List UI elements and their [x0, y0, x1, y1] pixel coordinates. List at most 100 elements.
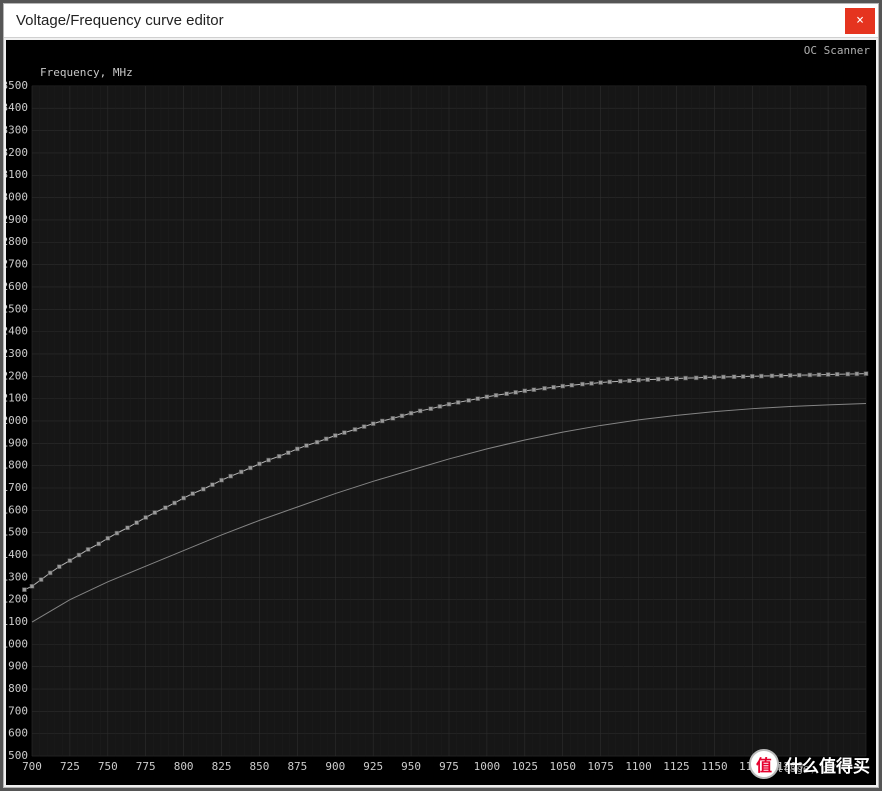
curve-point[interactable]: [855, 372, 859, 376]
curve-point[interactable]: [505, 392, 509, 396]
curve-point[interactable]: [163, 506, 167, 510]
curve-point[interactable]: [22, 588, 26, 592]
curve-point[interactable]: [400, 414, 404, 418]
curve-point[interactable]: [57, 565, 61, 569]
curve-point[interactable]: [304, 444, 308, 448]
curve-point[interactable]: [750, 374, 754, 378]
curve-point[interactable]: [826, 373, 830, 377]
curve-point[interactable]: [229, 474, 233, 478]
y-tick-label: 1300: [6, 570, 28, 583]
curve-point[interactable]: [86, 547, 90, 551]
curve-point[interactable]: [580, 382, 584, 386]
curve-point[interactable]: [514, 390, 518, 394]
curve-point[interactable]: [665, 377, 669, 381]
curve-point[interactable]: [835, 372, 839, 376]
vf-curve-chart[interactable]: 5006007008009001000110012001300140015001…: [6, 40, 876, 785]
x-tick-label: 900: [325, 760, 345, 773]
curve-point[interactable]: [182, 496, 186, 500]
titlebar[interactable]: Voltage/Frequency curve editor ×: [4, 4, 878, 38]
curve-point[interactable]: [257, 462, 261, 466]
curve-point[interactable]: [324, 437, 328, 441]
curve-point[interactable]: [721, 375, 725, 379]
curve-point[interactable]: [115, 531, 119, 535]
curve-point[interactable]: [759, 374, 763, 378]
curve-point[interactable]: [362, 425, 366, 429]
curve-point[interactable]: [741, 375, 745, 379]
close-button[interactable]: ×: [845, 8, 875, 34]
curve-point[interactable]: [97, 542, 101, 546]
curve-point[interactable]: [808, 373, 812, 377]
curve-point[interactable]: [135, 521, 139, 525]
curve-point[interactable]: [144, 515, 148, 519]
curve-point[interactable]: [532, 388, 536, 392]
curve-point[interactable]: [646, 378, 650, 382]
curve-point[interactable]: [674, 377, 678, 381]
curve-point[interactable]: [48, 571, 52, 575]
curve-point[interactable]: [770, 374, 774, 378]
curve-point[interactable]: [210, 483, 214, 487]
curve-point[interactable]: [353, 427, 357, 431]
curve-point[interactable]: [788, 373, 792, 377]
curve-point[interactable]: [438, 404, 442, 408]
curve-point[interactable]: [552, 385, 556, 389]
curve-point[interactable]: [637, 378, 641, 382]
curve-point[interactable]: [523, 389, 527, 393]
curve-point[interactable]: [201, 487, 205, 491]
curve-point[interactable]: [277, 454, 281, 458]
curve-point[interactable]: [380, 419, 384, 423]
curve-point[interactable]: [333, 434, 337, 438]
curve-point[interactable]: [712, 375, 716, 379]
curve-point[interactable]: [371, 422, 375, 426]
curve-point[interactable]: [732, 375, 736, 379]
curve-point[interactable]: [77, 553, 81, 557]
curve-point[interactable]: [391, 416, 395, 420]
curve-point[interactable]: [703, 375, 707, 379]
curve-point[interactable]: [485, 395, 489, 399]
curve-point[interactable]: [864, 372, 868, 376]
x-tick-label: 1125: [663, 760, 689, 773]
y-tick-label: 700: [8, 704, 28, 717]
curve-point[interactable]: [590, 381, 594, 385]
curve-point[interactable]: [239, 470, 243, 474]
curve-point[interactable]: [656, 377, 660, 381]
curve-point[interactable]: [153, 511, 157, 515]
curve-point[interactable]: [543, 386, 547, 390]
curve-point[interactable]: [429, 407, 433, 411]
curve-point[interactable]: [173, 501, 177, 505]
curve-point[interactable]: [409, 411, 413, 415]
curve-point[interactable]: [817, 373, 821, 377]
curve-point[interactable]: [627, 379, 631, 383]
curve-point[interactable]: [191, 492, 195, 496]
curve-point[interactable]: [68, 559, 72, 563]
curve-point[interactable]: [106, 536, 110, 540]
curve-point[interactable]: [608, 380, 612, 384]
curve-point[interactable]: [39, 578, 43, 582]
curve-point[interactable]: [684, 376, 688, 380]
curve-point[interactable]: [467, 398, 471, 402]
curve-point[interactable]: [342, 431, 346, 435]
curve-point[interactable]: [295, 447, 299, 451]
curve-point[interactable]: [30, 584, 34, 588]
curve-point[interactable]: [447, 402, 451, 406]
curve-point[interactable]: [779, 374, 783, 378]
curve-point[interactable]: [126, 526, 130, 530]
y-tick-label: 1800: [6, 459, 28, 472]
curve-point[interactable]: [315, 440, 319, 444]
curve-point[interactable]: [418, 409, 422, 413]
curve-point[interactable]: [267, 458, 271, 462]
curve-point[interactable]: [220, 478, 224, 482]
y-tick-label: 600: [8, 727, 28, 740]
curve-point[interactable]: [846, 372, 850, 376]
curve-point[interactable]: [618, 379, 622, 383]
curve-point[interactable]: [694, 376, 698, 380]
oc-scanner-button[interactable]: OC Scanner: [804, 44, 870, 57]
curve-point[interactable]: [456, 400, 460, 404]
curve-point[interactable]: [561, 384, 565, 388]
curve-point[interactable]: [476, 397, 480, 401]
curve-point[interactable]: [248, 466, 252, 470]
curve-point[interactable]: [797, 373, 801, 377]
curve-point[interactable]: [494, 393, 498, 397]
curve-point[interactable]: [599, 381, 603, 385]
curve-point[interactable]: [286, 451, 290, 455]
curve-point[interactable]: [570, 383, 574, 387]
